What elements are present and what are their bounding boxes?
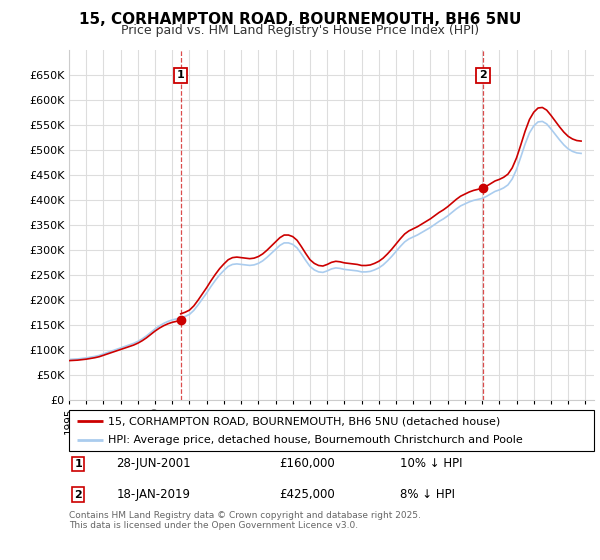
Text: 15, CORHAMPTON ROAD, BOURNEMOUTH, BH6 5NU: 15, CORHAMPTON ROAD, BOURNEMOUTH, BH6 5N…	[79, 12, 521, 27]
Text: £425,000: £425,000	[279, 488, 335, 501]
Text: 2: 2	[479, 71, 487, 81]
Text: 18-JAN-2019: 18-JAN-2019	[116, 488, 190, 501]
Text: 1: 1	[74, 459, 82, 469]
Text: Price paid vs. HM Land Registry's House Price Index (HPI): Price paid vs. HM Land Registry's House …	[121, 24, 479, 37]
Text: HPI: Average price, detached house, Bournemouth Christchurch and Poole: HPI: Average price, detached house, Bour…	[109, 435, 523, 445]
Text: £160,000: £160,000	[279, 458, 335, 470]
Text: 10% ↓ HPI: 10% ↓ HPI	[400, 458, 462, 470]
Text: 8% ↓ HPI: 8% ↓ HPI	[400, 488, 455, 501]
Text: 28-JUN-2001: 28-JUN-2001	[116, 458, 191, 470]
Text: 1: 1	[177, 71, 185, 81]
Text: 2: 2	[74, 490, 82, 500]
Text: 15, CORHAMPTON ROAD, BOURNEMOUTH, BH6 5NU (detached house): 15, CORHAMPTON ROAD, BOURNEMOUTH, BH6 5N…	[109, 417, 500, 426]
Text: Contains HM Land Registry data © Crown copyright and database right 2025.
This d: Contains HM Land Registry data © Crown c…	[69, 511, 421, 530]
